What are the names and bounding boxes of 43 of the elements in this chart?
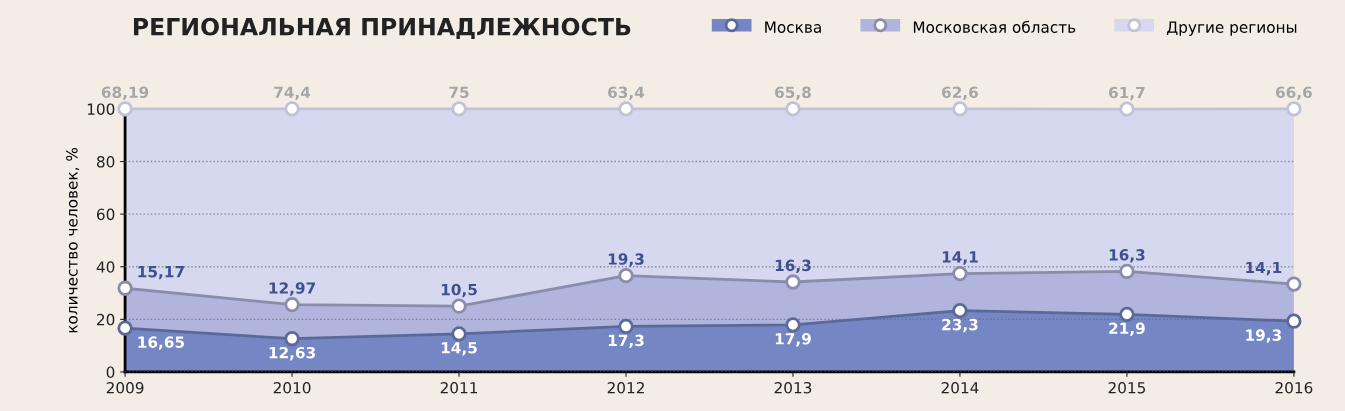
data-label: 14,1: [942, 251, 978, 265]
data-label: 16,3: [1109, 249, 1145, 263]
y-tick-label: 60: [96, 208, 115, 221]
data-label: 17,9: [775, 333, 811, 347]
data-label: 65,8: [775, 86, 811, 101]
data-label: 61,7: [1109, 86, 1145, 101]
data-label: 19,3: [608, 253, 644, 267]
data-label: 16,65: [138, 336, 185, 350]
x-tick-label: 2013: [774, 381, 812, 394]
data-label: 12,97: [269, 282, 316, 296]
data-label: 21,9: [1109, 322, 1145, 337]
data-label: 75: [449, 86, 469, 99]
data-label: 17,3: [608, 334, 644, 349]
data-label: 14,5: [441, 342, 477, 356]
x-tick-label: 2011: [440, 381, 478, 394]
y-axis-title: количество человек, %: [66, 147, 80, 333]
chart-title: РЕГИОНАЛЬНАЯ ПРИНАДЛЕЖНОСТЬ: [133, 17, 631, 39]
x-tick-label: 2015: [1108, 381, 1146, 394]
x-tick-label: 2014: [941, 381, 979, 394]
x-tick-label: 2009: [106, 381, 144, 394]
data-label: 68,19: [101, 86, 149, 100]
data-label: 66,6: [1275, 86, 1312, 101]
x-tick-label: 2012: [607, 381, 644, 394]
y-tick-label: 0: [106, 366, 115, 378]
data-label: 19,3: [1246, 329, 1281, 343]
data-label: 62,6: [942, 86, 978, 101]
data-label: 23,3: [942, 318, 978, 333]
x-tick-label: 2010: [273, 381, 311, 394]
y-tick-label: 100: [87, 103, 115, 115]
data-label: 74,4: [274, 86, 311, 101]
data-label: 10,5: [441, 283, 477, 298]
legend-label: Москва: [765, 21, 821, 33]
data-label: 14,1: [1246, 261, 1282, 276]
data-label: 63,4: [608, 86, 645, 101]
y-tick-label: 20: [97, 313, 115, 326]
data-label: 12,63: [269, 346, 316, 361]
legend-label: Московская область: [913, 20, 1076, 33]
y-tick-label: 80: [96, 155, 115, 168]
data-label: 15,17: [138, 266, 184, 280]
x-tick-label: 2016: [1275, 381, 1313, 394]
legend-label: Другие регионы: [1167, 21, 1297, 36]
data-label: 16,3: [775, 259, 811, 274]
y-tick-label: 40: [96, 261, 115, 273]
